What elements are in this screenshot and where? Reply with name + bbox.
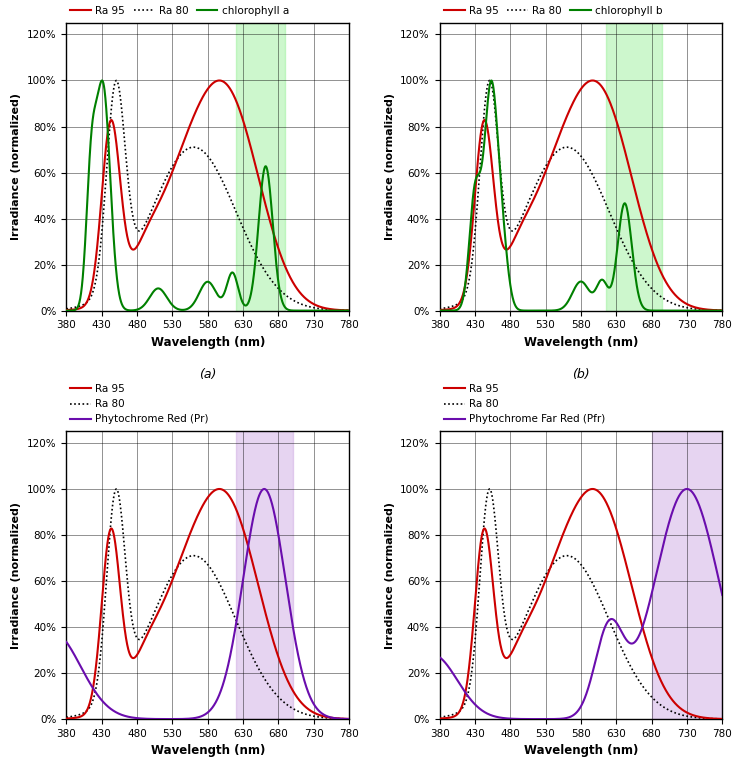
Bar xyxy=(652,431,722,719)
Y-axis label: Irradiance (normalized): Irradiance (normalized) xyxy=(12,502,21,649)
X-axis label: Wavelength (nm): Wavelength (nm) xyxy=(150,336,265,349)
Text: (b): (b) xyxy=(572,368,590,381)
X-axis label: Wavelength (nm): Wavelength (nm) xyxy=(524,336,638,349)
Y-axis label: Irradiance (normalized): Irradiance (normalized) xyxy=(12,93,21,240)
Text: (a): (a) xyxy=(199,368,217,381)
Y-axis label: Irradiance (normalized): Irradiance (normalized) xyxy=(385,502,394,649)
Legend: Ra 95, Ra 80, chlorophyll b: Ra 95, Ra 80, chlorophyll b xyxy=(439,2,666,20)
X-axis label: Wavelength (nm): Wavelength (nm) xyxy=(524,744,638,757)
Bar xyxy=(236,23,285,311)
X-axis label: Wavelength (nm): Wavelength (nm) xyxy=(150,744,265,757)
Legend: Ra 95, Ra 80, Phytochrome Far Red (Pfr): Ra 95, Ra 80, Phytochrome Far Red (Pfr) xyxy=(439,379,609,428)
Y-axis label: Irradiance (normalized): Irradiance (normalized) xyxy=(385,93,394,240)
Legend: Ra 95, Ra 80, chlorophyll a: Ra 95, Ra 80, chlorophyll a xyxy=(66,2,293,20)
Legend: Ra 95, Ra 80, Phytochrome Red (Pr): Ra 95, Ra 80, Phytochrome Red (Pr) xyxy=(66,379,213,428)
Bar xyxy=(236,431,293,719)
Bar xyxy=(606,23,662,311)
